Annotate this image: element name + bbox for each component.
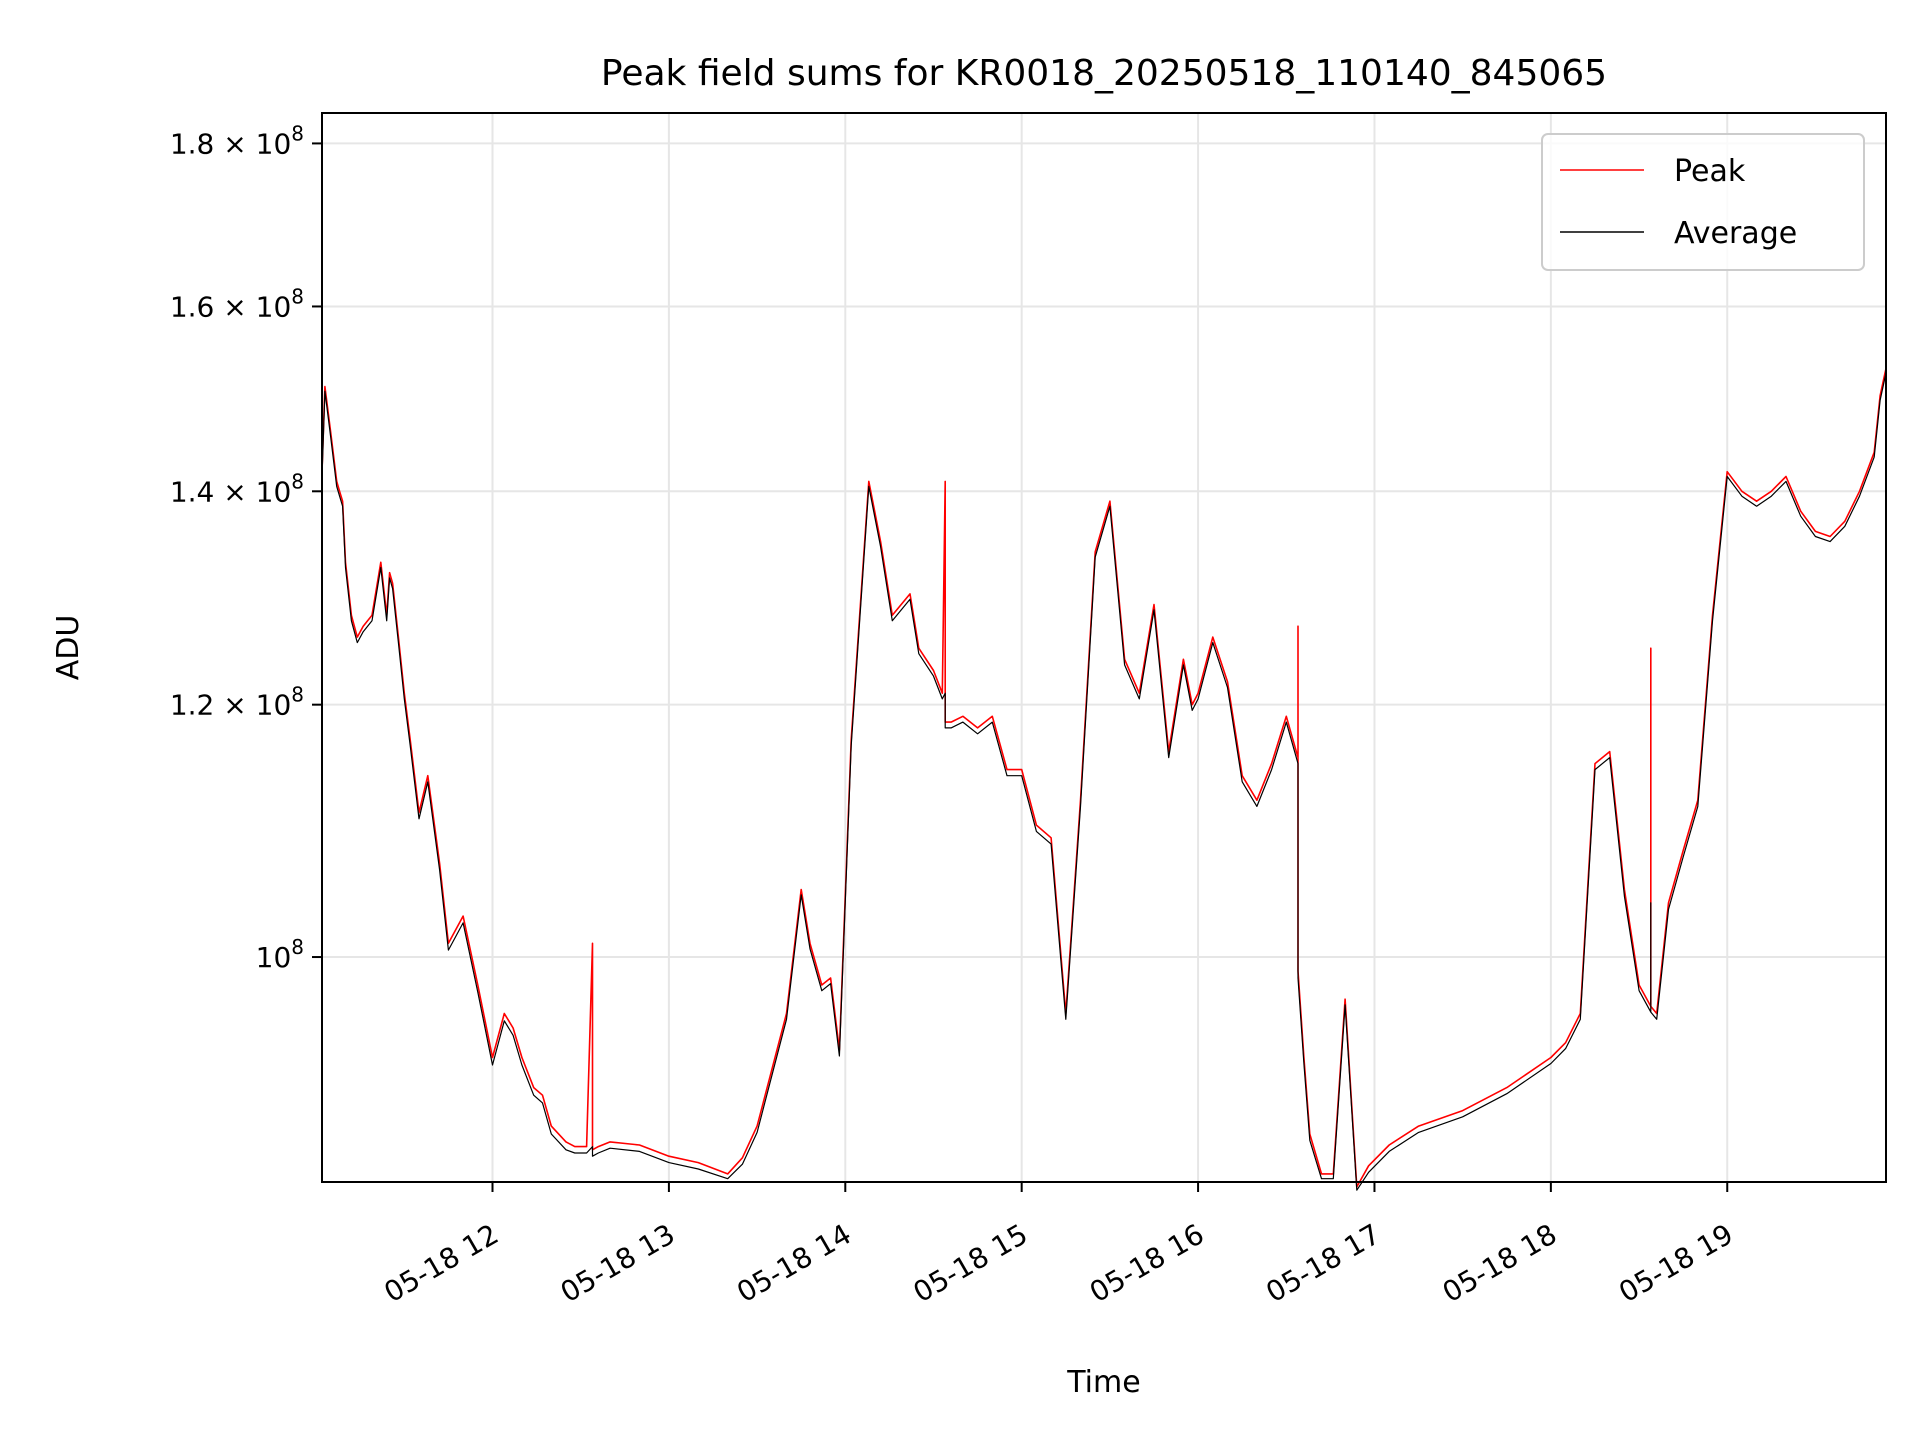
legend-label-peak: Peak [1674, 154, 1746, 189]
y-tick-exponent: 8 [291, 284, 304, 308]
grid-lines [322, 113, 1886, 1182]
y-tick-exponent: 8 [291, 935, 304, 959]
y-tick-label: 1.2 × 108 [170, 683, 304, 722]
y-tick-exponent: 8 [291, 469, 304, 493]
x-axis-label: Time [1066, 1365, 1140, 1400]
y-tick-mantissa: 1.8 × 10 [170, 127, 291, 160]
legend-box [1541, 133, 1865, 271]
series-line-average [321, 372, 1887, 1191]
legend: Peak Average [1541, 133, 1865, 271]
series-line-peak [321, 368, 1887, 1188]
y-tick-label: 1.4 × 108 [170, 469, 304, 508]
chart-title: Peak field sums for KR0018_20250518_1101… [601, 53, 1607, 94]
y-tick-mantissa: 1.2 × 10 [170, 689, 291, 722]
y-tick-mantissa: 10 [256, 941, 292, 974]
y-tick-label: 1.6 × 108 [170, 284, 304, 323]
y-tick-mantissa: 1.6 × 10 [170, 290, 291, 323]
plot-area-frame [321, 112, 1887, 1183]
y-tick-label: 108 [256, 935, 304, 974]
y-tick-mantissa: 1.4 × 10 [170, 475, 291, 508]
series-lines [321, 368, 1887, 1191]
y-tick-label: 1.8 × 108 [170, 121, 304, 160]
y-tick-exponent: 8 [291, 683, 304, 707]
legend-label-average: Average [1674, 216, 1797, 251]
y-tick-exponent: 8 [291, 121, 304, 145]
y-axis-label: ADU [51, 615, 86, 681]
